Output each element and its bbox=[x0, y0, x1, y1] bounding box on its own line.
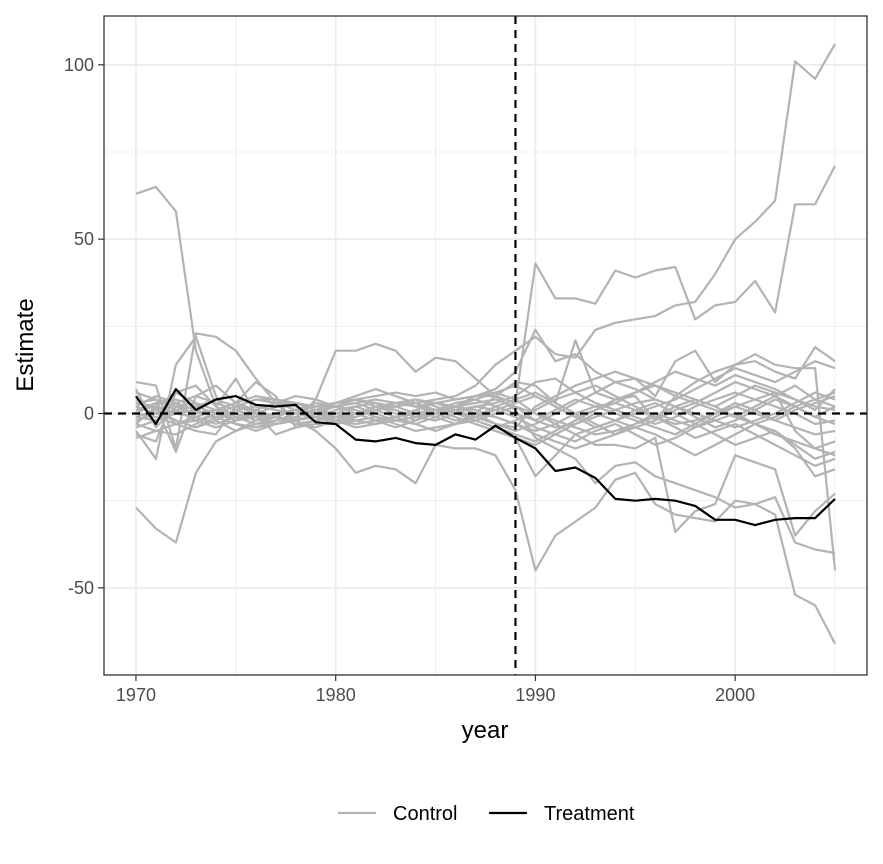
control-series-line bbox=[135, 384, 836, 460]
x-tick-label: 1970 bbox=[116, 685, 156, 705]
x-tick-label: 1980 bbox=[316, 685, 356, 705]
control-series-line bbox=[135, 360, 836, 436]
control-series-line bbox=[135, 398, 836, 457]
x-axis-title: year bbox=[462, 717, 509, 744]
y-axis-title: Estimate bbox=[12, 298, 39, 391]
y-tick-label: 100 bbox=[64, 55, 94, 75]
y-axis: -50 0 50 100 bbox=[64, 55, 104, 598]
treatment-series-line bbox=[135, 388, 836, 527]
x-axis: 1970 1980 1990 2000 bbox=[116, 675, 755, 705]
control-series-line bbox=[135, 388, 836, 478]
legend-label-control: Control bbox=[393, 803, 457, 825]
control-series-line bbox=[135, 384, 836, 467]
control-series-line bbox=[135, 381, 836, 432]
grid-minor bbox=[104, 16, 867, 675]
control-series-line bbox=[135, 388, 836, 457]
control-series-group bbox=[135, 43, 837, 645]
y-tick-label: 0 bbox=[84, 403, 94, 423]
legend-label-treatment: Treatment bbox=[544, 803, 635, 825]
control-series-line bbox=[135, 332, 836, 645]
plot-background bbox=[104, 16, 867, 675]
treatment-series-group bbox=[135, 388, 836, 527]
y-tick-label: 50 bbox=[74, 229, 94, 249]
y-tick-label: -50 bbox=[68, 578, 94, 598]
legend: Control Treatment bbox=[338, 803, 635, 825]
x-tick-label: 2000 bbox=[715, 685, 755, 705]
control-series-line bbox=[135, 370, 836, 429]
control-series-line bbox=[135, 391, 836, 429]
x-tick-label: 1990 bbox=[515, 685, 555, 705]
plot-border bbox=[103, 15, 868, 676]
control-series-line bbox=[135, 43, 836, 544]
reference-lines bbox=[104, 16, 867, 675]
